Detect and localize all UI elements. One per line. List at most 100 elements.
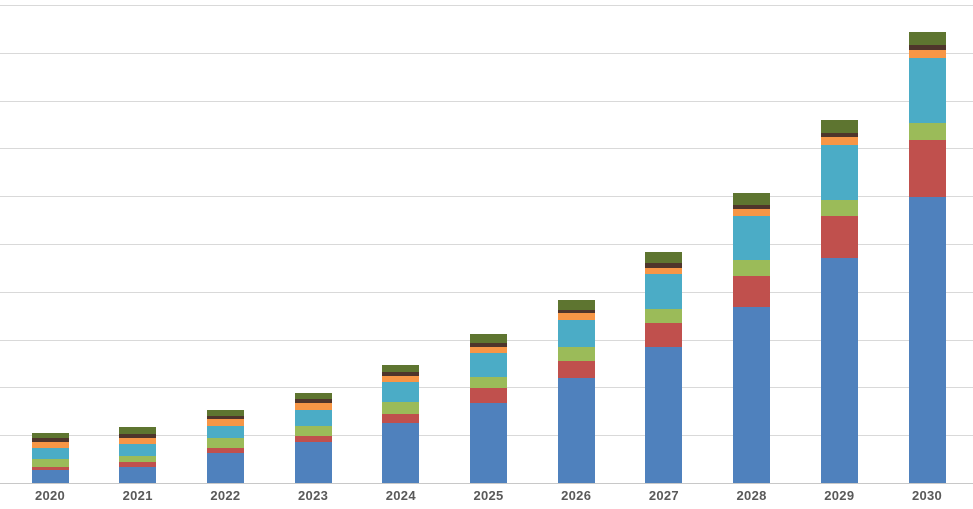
x-axis-label: 2022 — [210, 488, 241, 503]
bar-segment-dark-green — [557, 300, 595, 310]
bar-segment-dark-green — [206, 409, 244, 417]
bar-segment-light-green — [470, 377, 507, 389]
bar-segment-blue — [733, 306, 771, 483]
bar-2022 — [206, 409, 244, 483]
bar-segment-blue — [31, 470, 69, 483]
bar-2027 — [645, 252, 683, 483]
bar-2026 — [557, 300, 595, 483]
bar-segment-light-green — [645, 308, 683, 324]
bar-segment-orange — [206, 419, 244, 427]
bar-segment-teal — [31, 448, 69, 460]
bar-segment-red — [470, 388, 507, 403]
bar-segment-blue — [119, 466, 157, 483]
bar-segment-orange — [820, 136, 858, 146]
bar-segment-teal — [733, 215, 771, 260]
x-axis-label: 2024 — [385, 488, 416, 503]
bar-segment-red — [119, 462, 157, 467]
bar-segment-orange — [119, 437, 157, 445]
bar-2025 — [470, 333, 507, 483]
x-axis-label: 2025 — [473, 488, 504, 503]
gridline — [0, 291, 973, 293]
gridline — [0, 100, 973, 102]
bar-segment-dark-green — [470, 333, 507, 343]
gridline — [0, 52, 973, 54]
bar-segment-dark-green — [294, 393, 332, 400]
bar-segment-dark-brown — [820, 132, 858, 137]
bar-segment-light-green — [206, 438, 244, 448]
bar-segment-orange — [908, 49, 946, 58]
bar-segment-dark-green — [908, 31, 946, 46]
bar-segment-teal — [382, 382, 420, 402]
bar-segment-red — [294, 435, 332, 443]
bar-2021 — [119, 427, 157, 483]
bar-segment-teal — [645, 274, 683, 309]
bar-segment-orange — [645, 267, 683, 275]
bar-segment-light-green — [820, 199, 858, 216]
bar-segment-orange — [382, 375, 420, 383]
bar-segment-light-green — [31, 459, 69, 467]
bar-segment-dark-green — [645, 252, 683, 264]
bar-2020 — [31, 433, 69, 483]
bar-segment-blue — [908, 196, 946, 483]
bar-segment-teal — [206, 426, 244, 439]
bar-segment-orange — [470, 346, 507, 353]
bar-segment-dark-brown — [470, 342, 507, 347]
bar-2030 — [908, 31, 946, 483]
bar-2023 — [294, 393, 332, 483]
bar-segment-blue — [820, 257, 858, 483]
bar-segment-light-green — [119, 455, 157, 463]
x-axis-label: 2029 — [824, 488, 855, 503]
bar-segment-blue — [557, 378, 595, 483]
bar-segment-light-green — [733, 259, 771, 277]
x-axis-label: 2028 — [736, 488, 767, 503]
bar-segment-light-green — [557, 347, 595, 361]
bar-segment-red — [31, 466, 69, 471]
bar-segment-orange — [31, 441, 69, 449]
bar-segment-red — [908, 139, 946, 197]
bar-segment-orange — [294, 403, 332, 410]
bar-segment-dark-brown — [908, 45, 946, 50]
bar-segment-teal — [294, 409, 332, 426]
bar-segment-dark-brown — [31, 438, 69, 442]
bar-2029 — [820, 120, 858, 483]
bar-segment-dark-brown — [733, 204, 771, 210]
bar-segment-teal — [470, 352, 507, 378]
x-axis-label: 2030 — [911, 488, 943, 503]
bar-segment-red — [206, 447, 244, 453]
bar-segment-dark-green — [382, 364, 420, 373]
x-axis-label: 2021 — [122, 488, 153, 503]
bar-segment-dark-green — [820, 120, 858, 133]
bar-segment-red — [820, 215, 858, 258]
bar-segment-red — [382, 414, 420, 424]
bar-segment-dark-green — [733, 193, 771, 205]
bar-2028 — [733, 193, 771, 483]
bar-segment-teal — [908, 57, 946, 124]
bar-segment-blue — [382, 423, 420, 483]
x-axis-line — [0, 483, 973, 484]
x-axis-label: 2027 — [648, 488, 679, 503]
bar-segment-dark-green — [31, 433, 69, 439]
bar-segment-teal — [820, 145, 858, 200]
bar-segment-orange — [557, 313, 595, 320]
bar-segment-dark-brown — [119, 434, 157, 438]
bar-segment-blue — [206, 452, 244, 483]
bar-segment-blue — [294, 442, 332, 483]
bar-segment-dark-green — [119, 427, 157, 435]
bar-segment-dark-brown — [206, 416, 244, 420]
bar-segment-teal — [557, 319, 595, 348]
bar-segment-dark-brown — [294, 399, 332, 404]
gridline — [0, 5, 973, 6]
bar-2024 — [382, 364, 420, 483]
bar-segment-teal — [119, 444, 157, 456]
bar-segment-light-green — [382, 401, 420, 415]
bar-segment-blue — [645, 347, 683, 483]
bar-segment-red — [557, 360, 595, 379]
bar-segment-dark-brown — [557, 309, 595, 314]
gridline — [0, 196, 973, 198]
x-axis-label: 2023 — [298, 488, 329, 503]
x-axis-label: 2026 — [561, 488, 592, 503]
x-axis-label: 2020 — [34, 488, 66, 503]
bar-segment-blue — [470, 402, 507, 483]
bar-segment-dark-brown — [645, 263, 683, 268]
